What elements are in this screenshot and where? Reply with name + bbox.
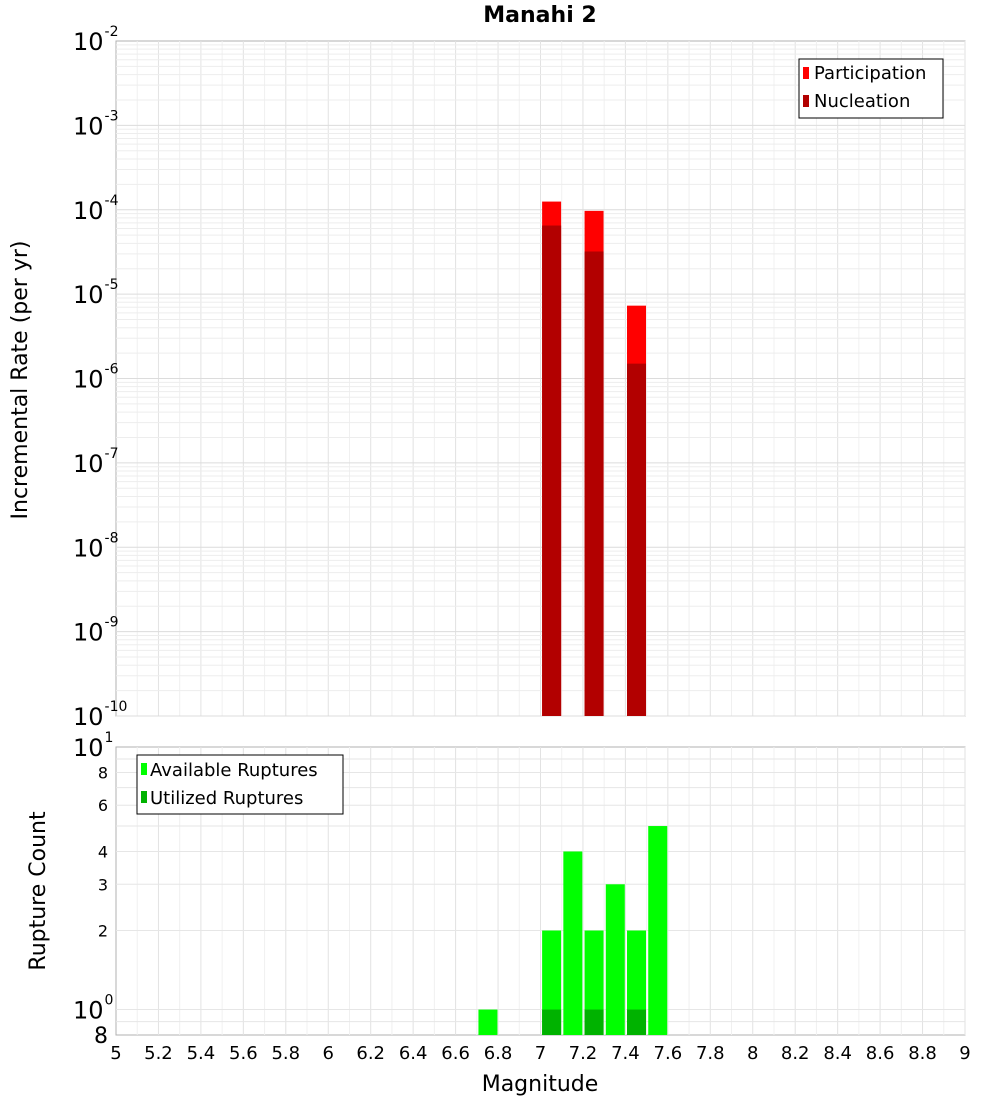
- bottom-y-min-label: 8: [94, 1024, 108, 1049]
- legend-swatch-participation: [803, 67, 809, 79]
- x-tick-label: 5.2: [144, 1043, 173, 1064]
- bottom-grid: [116, 747, 966, 1035]
- legend-swatch-nucleation: [803, 95, 809, 107]
- legend-label-available-ruptures: Available Ruptures: [150, 760, 318, 781]
- top-bars: [542, 201, 647, 716]
- x-tick-label: 9: [959, 1043, 970, 1064]
- bottom-bars: [478, 826, 668, 1035]
- legend-label-utilized-ruptures: Utilized Ruptures: [150, 788, 303, 809]
- nucleation-bar: [584, 251, 604, 716]
- x-tick-label: 6.6: [441, 1043, 470, 1064]
- x-tick-labels: 5 5.2 5.4 5.6 5.8 6 6.2 6.4 6.6 6.8 7 7.2 7.4 7.6 7.8 8…: [110, 1043, 970, 1064]
- x-tick-label: 5.4: [187, 1043, 216, 1064]
- x-axis-label: Magnitude: [482, 1072, 599, 1097]
- top-y-tick-label: 10-5: [73, 277, 119, 309]
- legend-label-participation: Participation: [814, 63, 926, 84]
- x-tick-label: 8.6: [866, 1043, 895, 1064]
- x-tick-label: 8.2: [781, 1043, 810, 1064]
- x-tick-label: 6: [323, 1043, 334, 1064]
- x-tick-label: 7: [535, 1043, 546, 1064]
- legend-swatch-available-ruptures: [141, 763, 147, 775]
- available-ruptures-bar: [648, 826, 668, 1035]
- top-y-tick-label: 10-2: [73, 24, 119, 56]
- x-tick-label: 7.8: [696, 1043, 725, 1064]
- bottom-y-tick-label: 3: [98, 875, 108, 894]
- x-tick-label: 8.4: [823, 1043, 852, 1064]
- x-tick-label: 8: [747, 1043, 758, 1064]
- available-ruptures-bar: [627, 930, 647, 1035]
- x-tick-label: 7.4: [611, 1043, 640, 1064]
- utilized-ruptures-bar: [627, 1009, 647, 1035]
- x-tick-label: 7.6: [654, 1043, 683, 1064]
- bottom-y-power-label: 100: [73, 993, 113, 1025]
- top-y-tick-label: 10-6: [73, 362, 119, 394]
- bottom-y-tick-label: 2: [98, 922, 108, 941]
- available-ruptures-bar: [605, 884, 625, 1035]
- utilized-ruptures-bar: [584, 1009, 604, 1035]
- bottom-y-axis-label: Rupture Count: [26, 811, 51, 971]
- legend-swatch-utilized-ruptures: [141, 791, 147, 803]
- x-tick-label: 6.2: [356, 1043, 385, 1064]
- x-tick-label: 6.8: [484, 1043, 513, 1064]
- utilized-ruptures-bar: [542, 1009, 562, 1035]
- bottom-legend: Available Ruptures Utilized Ruptures: [136, 754, 344, 815]
- x-tick-label: 5.8: [271, 1043, 300, 1064]
- bottom-y-tick-label: 8: [98, 763, 108, 782]
- available-ruptures-bar: [542, 930, 562, 1035]
- chart-title: Manahi 2: [483, 3, 596, 28]
- nucleation-bar: [627, 363, 647, 716]
- top-y-tick-label: 10-9: [73, 615, 119, 647]
- top-y-tick-label: 10-4: [73, 193, 119, 225]
- top-y-axis-label: Incremental Rate (per yr): [8, 241, 33, 520]
- bottom-y-tick-label: 6: [98, 796, 108, 815]
- x-tick-label: 7.2: [569, 1043, 598, 1064]
- top-y-tick-label: 10-3: [73, 108, 119, 140]
- nucleation-bar: [542, 225, 562, 716]
- bottom-y-power-label: 101: [73, 730, 113, 762]
- top-grid: [116, 41, 966, 717]
- available-ruptures-bar: [584, 930, 604, 1035]
- top-y-tick-label: 10-7: [73, 446, 119, 478]
- top-y-tick-label: 10-8: [73, 530, 119, 562]
- x-tick-label: 8.8: [908, 1043, 937, 1064]
- x-tick-label: 5: [110, 1043, 121, 1064]
- legend-label-nucleation: Nucleation: [814, 91, 910, 112]
- available-ruptures-bar: [563, 851, 583, 1035]
- bottom-legend-box: [136, 754, 344, 815]
- available-ruptures-bar: [478, 1009, 498, 1035]
- x-tick-label: 5.6: [229, 1043, 258, 1064]
- bottom-y-tick-label: 4: [98, 842, 108, 861]
- x-tick-label: 6.4: [399, 1043, 428, 1064]
- top-legend: Participation Nucleation: [798, 58, 944, 119]
- top-legend-box: [798, 58, 944, 119]
